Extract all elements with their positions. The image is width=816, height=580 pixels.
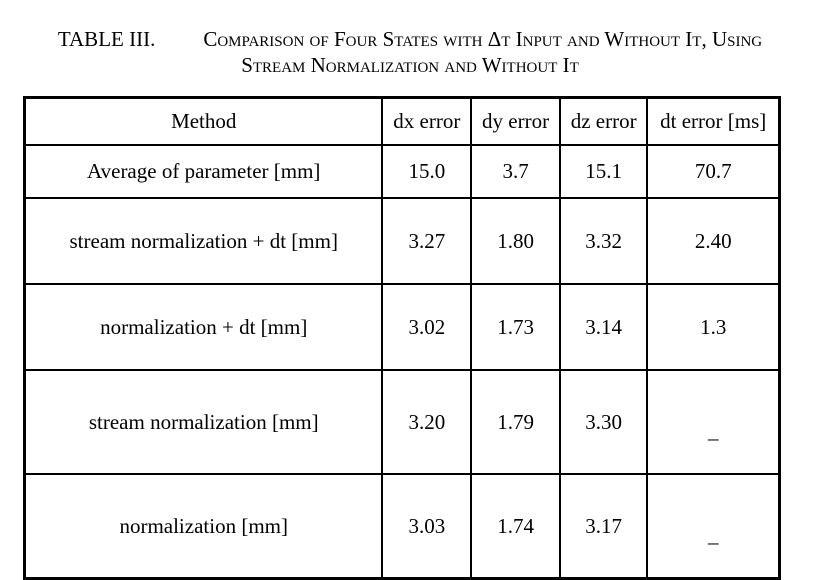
header-cell: dx error: [381, 96, 473, 146]
table-row: normalization [mm] 3.03 1.74 3.17 _: [23, 473, 781, 580]
value-cell: 3.7: [470, 144, 561, 199]
value-cell: 70.7: [646, 144, 781, 199]
caption-text: Comparison of Four States with Δt Input …: [203, 27, 763, 77]
value-cell: 15.1: [558, 144, 649, 199]
table-row: normalization + dt [mm] 3.02 1.73 3.14 1.3: [23, 283, 781, 371]
value-cell: 2.40: [646, 197, 781, 285]
value-cell: 1.79: [470, 369, 561, 475]
method-cell: stream normalization + dt [mm]: [23, 197, 384, 285]
caption-label: TABLE III.: [57, 27, 156, 51]
value-cell: _: [646, 369, 781, 475]
value-cell: 1.3: [646, 283, 781, 371]
table-row: Average of parameter [mm] 15.0 3.7 15.1 70.7: [23, 144, 781, 199]
table-body: Average of parameter [mm] 15.0 3.7 15.1 70.7…: [23, 144, 781, 580]
value-cell: 3.17: [558, 473, 649, 580]
value-cell: 3.02: [381, 283, 473, 371]
value-cell: 3.20: [381, 369, 473, 475]
results-table: Method dx error dy error dz error dt error […: [23, 96, 781, 580]
value-cell: 3.03: [381, 473, 473, 580]
table-row: stream normalization + dt [mm] 3.27 1.80 3.…: [23, 197, 781, 285]
value-cell: 3.14: [558, 283, 649, 371]
header-cell: Method: [23, 96, 384, 146]
table-caption: TABLE III. Comparison of Four States with…: [40, 26, 780, 78]
value-cell: 3.30: [558, 369, 649, 475]
value-cell: 1.73: [470, 283, 561, 371]
table-row: stream normalization [mm] 3.20 1.79 3.30 _: [23, 369, 781, 475]
header-row: Method dx error dy error dz error dt error […: [23, 96, 781, 146]
value-cell: 3.32: [558, 197, 649, 285]
method-cell: normalization + dt [mm]: [23, 283, 384, 371]
header-cell: dz error: [558, 96, 649, 146]
header-cell: dt error [ms]: [646, 96, 781, 146]
value-cell: 15.0: [381, 144, 473, 199]
method-cell: Average of parameter [mm]: [23, 144, 384, 199]
header-cell: dy error: [470, 96, 561, 146]
value-cell: 1.80: [470, 197, 561, 285]
value-cell: 1.74: [470, 473, 561, 580]
value-cell: 3.27: [381, 197, 473, 285]
value-cell: _: [646, 473, 781, 580]
method-cell: stream normalization [mm]: [23, 369, 384, 475]
method-cell: normalization [mm]: [23, 473, 384, 580]
